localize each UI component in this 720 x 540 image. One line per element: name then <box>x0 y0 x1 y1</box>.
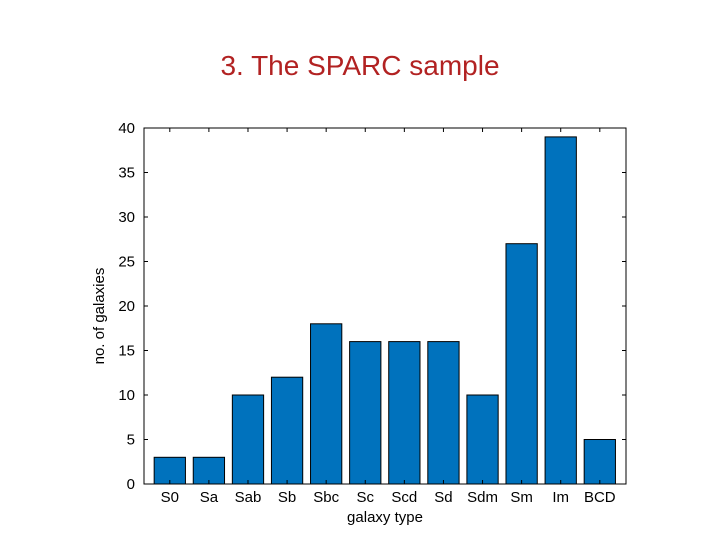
x-tick-label-sbc: Sbc <box>313 489 339 506</box>
ticks-group: S0 Sa Sab Sb Sbc Sc Scd Sd Sdm Sm Im BCD 0 5 10 15 20 25 3… <box>118 120 626 506</box>
bar-bcd <box>583 439 616 485</box>
bar-sc <box>349 341 382 485</box>
y-tick-label-10: 10 <box>118 387 135 404</box>
x-tick-label-sd: Sd <box>434 489 452 506</box>
bar-im <box>544 136 577 485</box>
bar-scd <box>388 341 421 485</box>
bar-sd <box>427 341 460 485</box>
bar-sb <box>270 376 304 485</box>
x-tick-label-sm: Sm <box>510 489 533 506</box>
slide-title: 3. The SPARC sample <box>220 50 500 81</box>
bar-sa <box>192 456 226 485</box>
x-tick-label-sc: Sc <box>357 489 375 506</box>
x-tick-label-sb: Sb <box>278 489 296 506</box>
y-tick-label-40: 40 <box>118 120 135 137</box>
bar-sdm <box>466 394 499 485</box>
y-tick-label-25: 25 <box>118 254 135 271</box>
bar-sbc <box>310 323 343 485</box>
x-tick-label-sa: Sa <box>200 489 219 506</box>
x-axis-label: galaxy type <box>347 509 423 526</box>
y-tick-label-15: 15 <box>118 343 135 360</box>
bar-s0 <box>153 456 186 485</box>
y-tick-label-5: 5 <box>127 432 135 449</box>
x-tick-label-bcd: BCD <box>584 489 616 506</box>
bar-sm <box>505 243 538 485</box>
y-tick-label-30: 30 <box>118 209 135 226</box>
x-tick-label-sdm: Sdm <box>467 489 498 506</box>
bar-sab <box>231 394 265 485</box>
x-tick-label-im: Im <box>552 489 569 506</box>
x-tick-label-sab: Sab <box>235 489 262 506</box>
bars-group <box>153 136 616 485</box>
y-axis-label: no. of galaxies <box>91 268 108 365</box>
y-tick-label-35: 35 <box>118 165 135 182</box>
y-tick-label-0: 0 <box>127 476 135 493</box>
y-tick-label-20: 20 <box>118 298 135 315</box>
x-tick-label-s0: S0 <box>161 489 179 506</box>
x-tick-label-scd: Scd <box>391 489 417 506</box>
